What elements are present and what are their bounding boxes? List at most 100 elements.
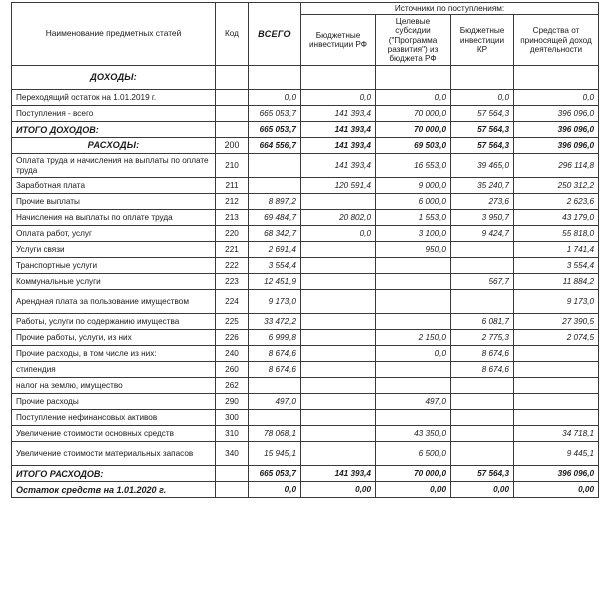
row-label: ДОХОДЫ: [11, 65, 216, 91]
row-label: налог на землю, имущество [11, 377, 216, 395]
row-code: 200 [215, 137, 249, 155]
row-code [215, 465, 249, 483]
header-row-top: Наименование предметных статей Код ВСЕГО… [11, 1, 600, 67]
cell-budget-kr: 8 674,6 [450, 345, 514, 363]
row-code: 262 [215, 377, 249, 395]
column-header-sources-group: Источники по поступлениям: [299, 1, 600, 16]
table-row: ИТОГО РАСХОДОВ: 665 053,7 141 393,4 70 000,… [11, 465, 600, 483]
cell-own-income: 2 623,6 [512, 193, 600, 211]
cell-budget-rf [300, 65, 376, 91]
cell-budget-kr [450, 377, 514, 395]
cell-total: 665 053,7 [248, 465, 301, 483]
cell-subsidies [375, 361, 451, 379]
row-label: Заработная плата [11, 177, 216, 195]
cell-budget-rf [300, 273, 376, 291]
cell-own-income: 27 390,5 [512, 313, 600, 331]
table-header: Наименование предметных статей Код ВСЕГО… [11, 1, 600, 67]
cell-own-income [512, 65, 600, 91]
cell-own-income: 396 096,0 [512, 105, 600, 123]
row-code: 224 [215, 289, 249, 315]
cell-budget-rf [300, 257, 376, 275]
cell-total: 8 674,6 [248, 361, 301, 379]
cell-total: 8 897,2 [248, 193, 301, 211]
cell-budget-rf [300, 193, 376, 211]
cell-own-income: 396 096,0 [512, 121, 600, 139]
row-code: 221 [215, 241, 249, 259]
row-code: 210 [215, 153, 249, 179]
cell-own-income: 396 096,0 [512, 137, 600, 155]
cell-own-income: 9 173,0 [512, 289, 600, 315]
table-row: Прочие работы, услуги, из них 226 6 999,8 2… [11, 329, 600, 347]
cell-budget-rf: 141 393,4 [300, 121, 376, 139]
cell-own-income: 3 554,4 [512, 257, 600, 275]
cell-total [248, 409, 301, 427]
column-header-budget-rf: Бюджетные инвестиции РФ [300, 14, 376, 67]
cell-budget-kr: 57 564,3 [450, 121, 514, 139]
table-row: Поступления - всего 665 053,7 141 393,4 70 … [11, 105, 600, 123]
column-header-own-income: Средства от приносящей доход деятельност… [512, 14, 600, 67]
cell-total [248, 65, 301, 91]
row-code [215, 105, 249, 123]
cell-budget-rf [300, 241, 376, 259]
table-row: Начисления на выплаты по оплате труда 213… [11, 209, 600, 227]
cell-total [248, 153, 301, 179]
cell-budget-kr: 57 564,3 [450, 465, 514, 483]
row-code [215, 65, 249, 91]
row-label: Остаток средств на 1.01.2020 г. [11, 481, 216, 499]
cell-budget-rf: 120 591,4 [300, 177, 376, 195]
cell-budget-kr: 567,7 [450, 273, 514, 291]
cell-subsidies [375, 65, 451, 91]
cell-budget-kr: 3 950,7 [450, 209, 514, 227]
cell-own-income: 11 884,2 [512, 273, 600, 291]
table-row: Поступление нефинансовых активов 300 [11, 409, 600, 427]
cell-subsidies: 0,0 [375, 89, 451, 107]
row-code: 310 [215, 425, 249, 443]
table-row: Заработная плата 211 120 591,4 9 000,0 35 24… [11, 177, 600, 195]
cell-budget-rf [300, 345, 376, 363]
cell-budget-kr: 2 775,3 [450, 329, 514, 347]
cell-subsidies: 69 503,0 [375, 137, 451, 155]
row-code: 290 [215, 393, 249, 411]
cell-subsidies: 9 000,0 [375, 177, 451, 195]
table-row: Переходящий остаток на 1.01.2019 г. 0,0 0,… [11, 89, 600, 107]
table-row: Оплата работ, услуг 220 68 342,7 0,0 3 100,0… [11, 225, 600, 243]
cell-budget-rf [300, 361, 376, 379]
cell-subsidies: 16 553,0 [375, 153, 451, 179]
column-header-code: Код [215, 1, 249, 67]
cell-budget-kr [450, 65, 514, 91]
cell-own-income [512, 361, 600, 379]
cell-budget-rf: 0,0 [300, 225, 376, 243]
row-code: 220 [215, 225, 249, 243]
table-row: Оплата труда и начисления на выплаты по … [11, 153, 600, 179]
cell-budget-kr: 39 465,0 [450, 153, 514, 179]
cell-budget-kr [450, 289, 514, 315]
cell-subsidies: 0,00 [375, 481, 451, 499]
cell-own-income: 2 074,5 [512, 329, 600, 347]
cell-budget-kr: 273,6 [450, 193, 514, 211]
cell-budget-kr [450, 241, 514, 259]
cell-own-income: 34 718,1 [512, 425, 600, 443]
row-label: Услуги связи [11, 241, 216, 259]
row-code [215, 481, 249, 499]
cell-total: 69 484,7 [248, 209, 301, 227]
cell-budget-kr: 6 081,7 [450, 313, 514, 331]
table-row: Остаток средств на 1.01.2020 г. 0,0 0,00 0,… [11, 481, 600, 499]
cell-own-income: 0,0 [512, 89, 600, 107]
table-row: налог на землю, имущество 262 [11, 377, 600, 395]
cell-budget-kr: 57 564,3 [450, 105, 514, 123]
table-row: Коммунальные услуги 223 12 451,9 567,7 11 88… [11, 273, 600, 291]
cell-subsidies: 1 553,0 [375, 209, 451, 227]
row-label: Прочие расходы [11, 393, 216, 411]
table-row: Увеличение стоимости материальных запасо… [11, 441, 600, 467]
cell-budget-rf [300, 425, 376, 443]
row-code: 223 [215, 273, 249, 291]
row-code [215, 121, 249, 139]
cell-own-income: 250 312,2 [512, 177, 600, 195]
cell-subsidies: 3 100,0 [375, 225, 451, 243]
cell-total [248, 377, 301, 395]
row-label: РАСХОДЫ: [11, 137, 216, 155]
row-code: 211 [215, 177, 249, 195]
cell-total: 664 556,7 [248, 137, 301, 155]
cell-budget-kr [450, 257, 514, 275]
row-label: Прочие работы, услуги, из них [11, 329, 216, 347]
